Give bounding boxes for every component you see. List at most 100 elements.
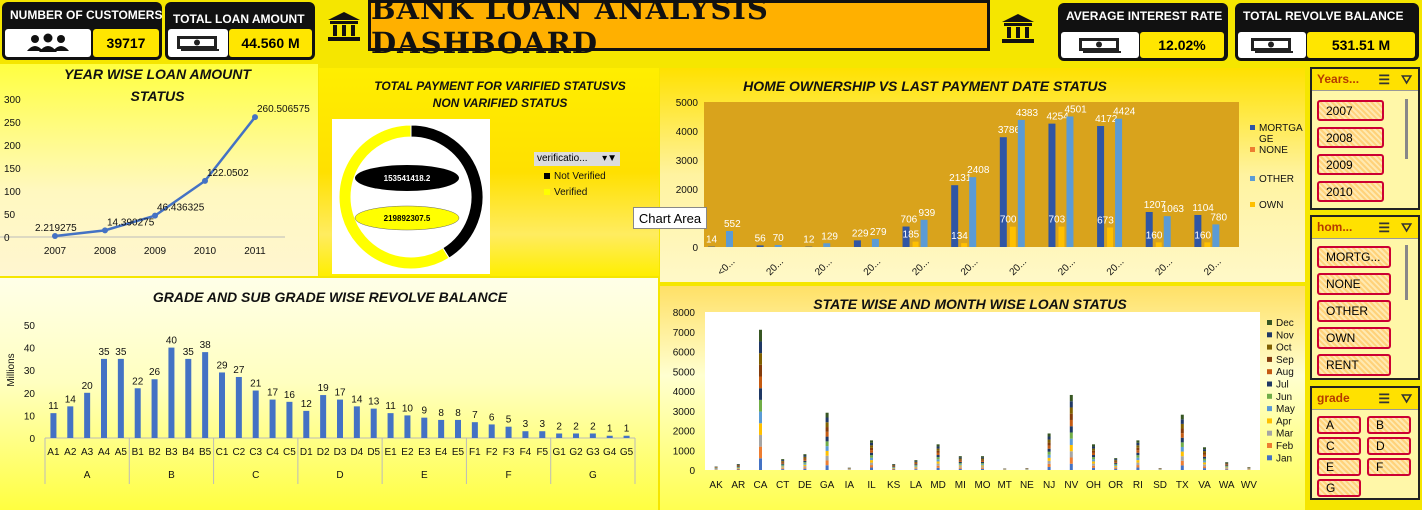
bar-segment [981,457,984,459]
bar [101,358,107,438]
slicer-item-g[interactable]: G [1317,479,1361,497]
bar-segment [803,468,807,470]
bar-segment [1203,456,1206,459]
group-label: F [506,470,512,481]
slicer-item-label: RENT [1326,358,1359,372]
data-label: 17 [267,388,279,399]
x-tick-label: DE [798,480,812,491]
slicer-item-label: B [1376,418,1385,432]
slicer-item-c[interactable]: C [1317,437,1361,455]
data-label: 134 [951,231,968,242]
bar-segment [981,467,984,469]
bar [286,401,293,438]
verification-filter-button[interactable]: verificatio... ▾▼ [534,152,620,166]
state-bar-chart[interactable]: 0 1000 2000 3000 4000 5000 6000 7000 8000 AK AR CA C… [660,303,1305,503]
multiselect-icon[interactable]: ☰ [1378,391,1390,406]
bar-segment [958,467,962,469]
data-label: 14 [351,394,363,405]
slicer-item-own[interactable]: OWN [1317,327,1391,349]
legend-swatch [1267,418,1272,424]
slicer-item-2008[interactable]: 2008 [1317,127,1384,148]
bar-segment [803,454,807,456]
legend-item-verified: Verified [544,187,606,198]
grade-bar-chart[interactable]: 01020304050Millions11A114A220A335A435A52… [0,320,658,500]
bar [912,241,919,247]
bar-segment [1225,462,1229,464]
slicer-item-b[interactable]: B [1367,416,1411,434]
multiselect-icon[interactable]: ☰ [1378,220,1390,235]
bar-segment [825,446,829,451]
bar-segment [1136,465,1140,468]
slicer-item-2007[interactable]: 2007 [1317,100,1384,121]
bar-segment [759,458,762,470]
slicer-item-e[interactable]: E [1317,458,1361,476]
legend-label: NONE [1259,145,1288,156]
y-tick-label: 4000 [676,127,699,138]
bar-segment [1069,432,1073,439]
y-tick-label: 0 [4,233,10,244]
legend-swatch [1267,406,1272,412]
bar-segment [1047,451,1051,455]
legend-swatch [1250,125,1255,130]
data-label: 1 [607,424,613,435]
slicer-scrollbar[interactable] [1405,245,1408,300]
x-tick-label: E1 [384,447,397,458]
bar-segment [914,461,918,463]
clear-filter-icon[interactable]: ⛛ [1401,391,1412,406]
slicer-grade-header: grade ☰ ⛛ [1312,388,1418,410]
x-tick-label: 20... [862,256,884,278]
x-tick-label: F3 [503,447,515,458]
slicer-scrollbar[interactable] [1405,99,1408,159]
bar-segment [870,452,873,456]
slicer-item-a[interactable]: A [1317,416,1361,434]
slicer-item-mortgage[interactable]: MORTG... [1317,246,1391,268]
donut-area[interactable]: 153541418.2 219892307.5 [332,119,490,274]
data-label: 160 [1194,230,1211,241]
bar [522,431,529,438]
bar-segment [958,466,962,468]
home-bar-chart[interactable]: 01000200030004000500014552<0...567020...… [660,92,1305,282]
slicer-item-label: F [1376,460,1384,474]
bar-segment [1114,469,1118,470]
slicer-item-none[interactable]: NONE [1317,273,1391,295]
slicer-item-other[interactable]: OTHER [1317,300,1391,322]
bar-segment [1069,407,1073,414]
panel-year-bg [0,64,318,276]
year-line-chart[interactable]: 0 50 100 150 200 250 300 2007 2008 2009 2010 2011 2.… [0,90,318,265]
bar-segment [1114,459,1118,461]
data-label: 29 [216,360,228,371]
x-tick-label: G2 [569,447,583,458]
panel-grade-bg [0,278,658,510]
clear-filter-icon[interactable]: ⛛ [1401,220,1412,235]
x-tick-label: LA [910,480,923,491]
x-tick-label: C1 [216,447,229,458]
data-label-bg [354,205,460,231]
clear-filter-icon[interactable]: ⛛ [1401,72,1412,87]
data-label: 35 [98,347,110,358]
bar-segment [759,341,762,354]
slicer-item-d[interactable]: D [1367,437,1411,455]
bar-segment [1136,460,1140,463]
y-tick-label: 50 [24,321,36,332]
bar-segment [1136,450,1140,453]
legend-label: Mar [1276,429,1294,440]
x-tick-label: C3 [249,447,262,458]
bar-segment [803,455,807,457]
bar [235,376,242,438]
bar-segment [1136,445,1140,448]
slicer-item-2010[interactable]: 2010 [1317,181,1384,202]
slicer-item-rent[interactable]: RENT [1317,354,1391,376]
slicer-item-2009[interactable]: 2009 [1317,154,1384,175]
bar-segment [1203,452,1206,455]
y-tick-label: 300 [4,95,21,106]
bar-segment [781,460,785,461]
bar [623,435,630,438]
bar-segment [1069,451,1073,458]
x-tick-label: F1 [469,447,481,458]
multiselect-icon[interactable]: ☰ [1378,72,1390,87]
data-label: 12 [301,399,313,410]
bar-segment [1069,413,1073,420]
slicer-item-f[interactable]: F [1367,458,1411,476]
bar-segment [958,460,962,462]
data-label: 11 [48,401,59,412]
